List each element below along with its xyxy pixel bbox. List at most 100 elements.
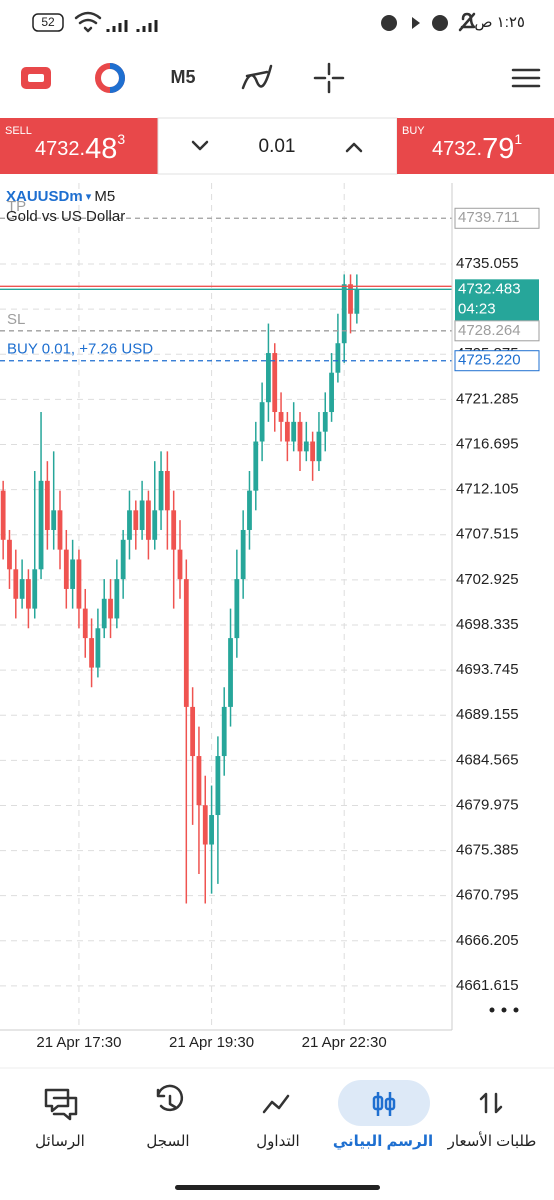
- increase-button[interactable]: [345, 142, 363, 153]
- mute-icon: [458, 12, 476, 32]
- buy-button[interactable]: [397, 118, 554, 174]
- candle-body: [120, 539, 126, 580]
- candle-body: [152, 510, 158, 540]
- candle-body: [303, 441, 309, 452]
- price-tail: 1: [514, 131, 522, 147]
- bid-value: 4732.483: [458, 280, 521, 297]
- candle-body: [202, 805, 208, 845]
- battery-level: 52: [41, 15, 55, 29]
- candle-body: [38, 480, 44, 570]
- signal-icon: [106, 20, 158, 32]
- candle-body: [70, 559, 76, 589]
- level-value: 4725.220: [458, 352, 521, 369]
- level-badge: [454, 350, 540, 372]
- level-badge: [454, 320, 540, 342]
- nav-item[interactable]: الرسم البياني: [333, 1133, 433, 1150]
- draw-icon[interactable]: [241, 64, 273, 90]
- bar-timer: 04:23: [458, 300, 496, 317]
- candle-body: [215, 756, 221, 816]
- candle-body: [133, 510, 139, 530]
- candle-body: [190, 706, 196, 757]
- x-tick-label: 21 Apr 19:30: [169, 1034, 254, 1051]
- candle-body: [247, 490, 252, 530]
- y-tick-label: 4689.155: [456, 706, 519, 723]
- candle-body: [348, 284, 353, 314]
- menu-icon[interactable]: [511, 68, 541, 88]
- candle-body: [171, 510, 177, 550]
- y-tick-label: 4735.055: [456, 255, 519, 272]
- price-main: 79: [482, 133, 514, 165]
- x-tick-label: 21 Apr 17:30: [36, 1034, 121, 1051]
- level-badge: [454, 207, 540, 229]
- price-tail: 3: [117, 131, 125, 147]
- candle-body: [183, 579, 189, 707]
- candle-body: [291, 421, 297, 442]
- buy-price: 4732.791: [432, 131, 522, 165]
- candle-body: [32, 569, 38, 609]
- candle-body: [259, 402, 265, 442]
- y-tick-label: 4716.695: [456, 435, 519, 452]
- sell-price: 4732.483: [35, 131, 125, 165]
- status-icon: [381, 15, 397, 31]
- status-icon: [412, 17, 420, 29]
- candle-body: [335, 343, 341, 373]
- candle-body: [322, 412, 328, 432]
- candle-body: [139, 500, 145, 530]
- candle-body: [108, 598, 113, 619]
- candle-body: [13, 569, 19, 599]
- candle-body: [51, 510, 57, 530]
- y-tick-label: 4661.615: [456, 977, 519, 994]
- crosshair-icon[interactable]: [313, 62, 345, 94]
- chart-description: Gold vs US Dollar: [6, 208, 125, 225]
- level-label: SL: [7, 311, 25, 328]
- nav-item[interactable]: طلبات الأسعار: [447, 1131, 537, 1150]
- nav-bar: الرسائل السجل التداول الرسم البياني طلبات ال…: [35, 1131, 536, 1150]
- candle-body: [234, 579, 240, 639]
- candle-body: [63, 549, 69, 589]
- y-tick-label: 4712.105: [456, 481, 519, 498]
- candle-body: [82, 608, 88, 639]
- buy-label: BUY: [402, 125, 425, 137]
- candle-body: [284, 421, 290, 442]
- y-tick-label: 4675.385: [456, 842, 519, 859]
- history-icon[interactable]: [156, 1084, 184, 1112]
- decrease-button[interactable]: [191, 140, 209, 151]
- chart-header: XAUUSDm ▾ M5: [6, 188, 115, 205]
- candle-body: [158, 471, 164, 511]
- candle-body: [0, 490, 6, 540]
- candle-body: [278, 412, 284, 422]
- more-dot: [513, 1007, 519, 1013]
- trade-icon[interactable]: [262, 1094, 290, 1114]
- symbol[interactable]: XAUUSDm: [6, 188, 83, 205]
- volume-value[interactable]: 0.01: [259, 136, 296, 157]
- y-tick-label: 4684.565: [456, 751, 519, 768]
- candle-body: [272, 353, 278, 413]
- x-tick-label: 21 Apr 22:30: [302, 1034, 387, 1051]
- home-indicator: [175, 1185, 380, 1190]
- more-dot: [501, 1007, 507, 1013]
- candle-body: [316, 431, 322, 462]
- account-icon: [28, 74, 44, 82]
- timeframe-button[interactable]: M5: [170, 67, 195, 87]
- candle-body: [209, 815, 214, 845]
- candle-body: [101, 598, 107, 629]
- candle-body: [266, 353, 271, 403]
- sell-button[interactable]: [0, 118, 158, 174]
- candle-body: [89, 638, 94, 668]
- messages-icon[interactable]: [44, 1088, 78, 1121]
- candle-body: [329, 372, 334, 413]
- y-tick-label: 4721.285: [456, 390, 519, 407]
- candle-body: [95, 628, 101, 668]
- active-pill: [338, 1080, 430, 1126]
- y-tick-label: 4666.205: [456, 932, 519, 949]
- more-dot[interactable]: [489, 1007, 495, 1013]
- candle-body: [146, 500, 151, 540]
- quotes-icon[interactable]: [479, 1092, 503, 1114]
- candle-body: [114, 579, 120, 619]
- nav-item[interactable]: السجل: [146, 1133, 189, 1150]
- candle-body: [297, 421, 303, 452]
- candle-body: [228, 638, 233, 707]
- nav-item[interactable]: الرسائل: [35, 1133, 85, 1150]
- nav-item[interactable]: التداول: [256, 1133, 299, 1150]
- price-main: 48: [85, 133, 117, 165]
